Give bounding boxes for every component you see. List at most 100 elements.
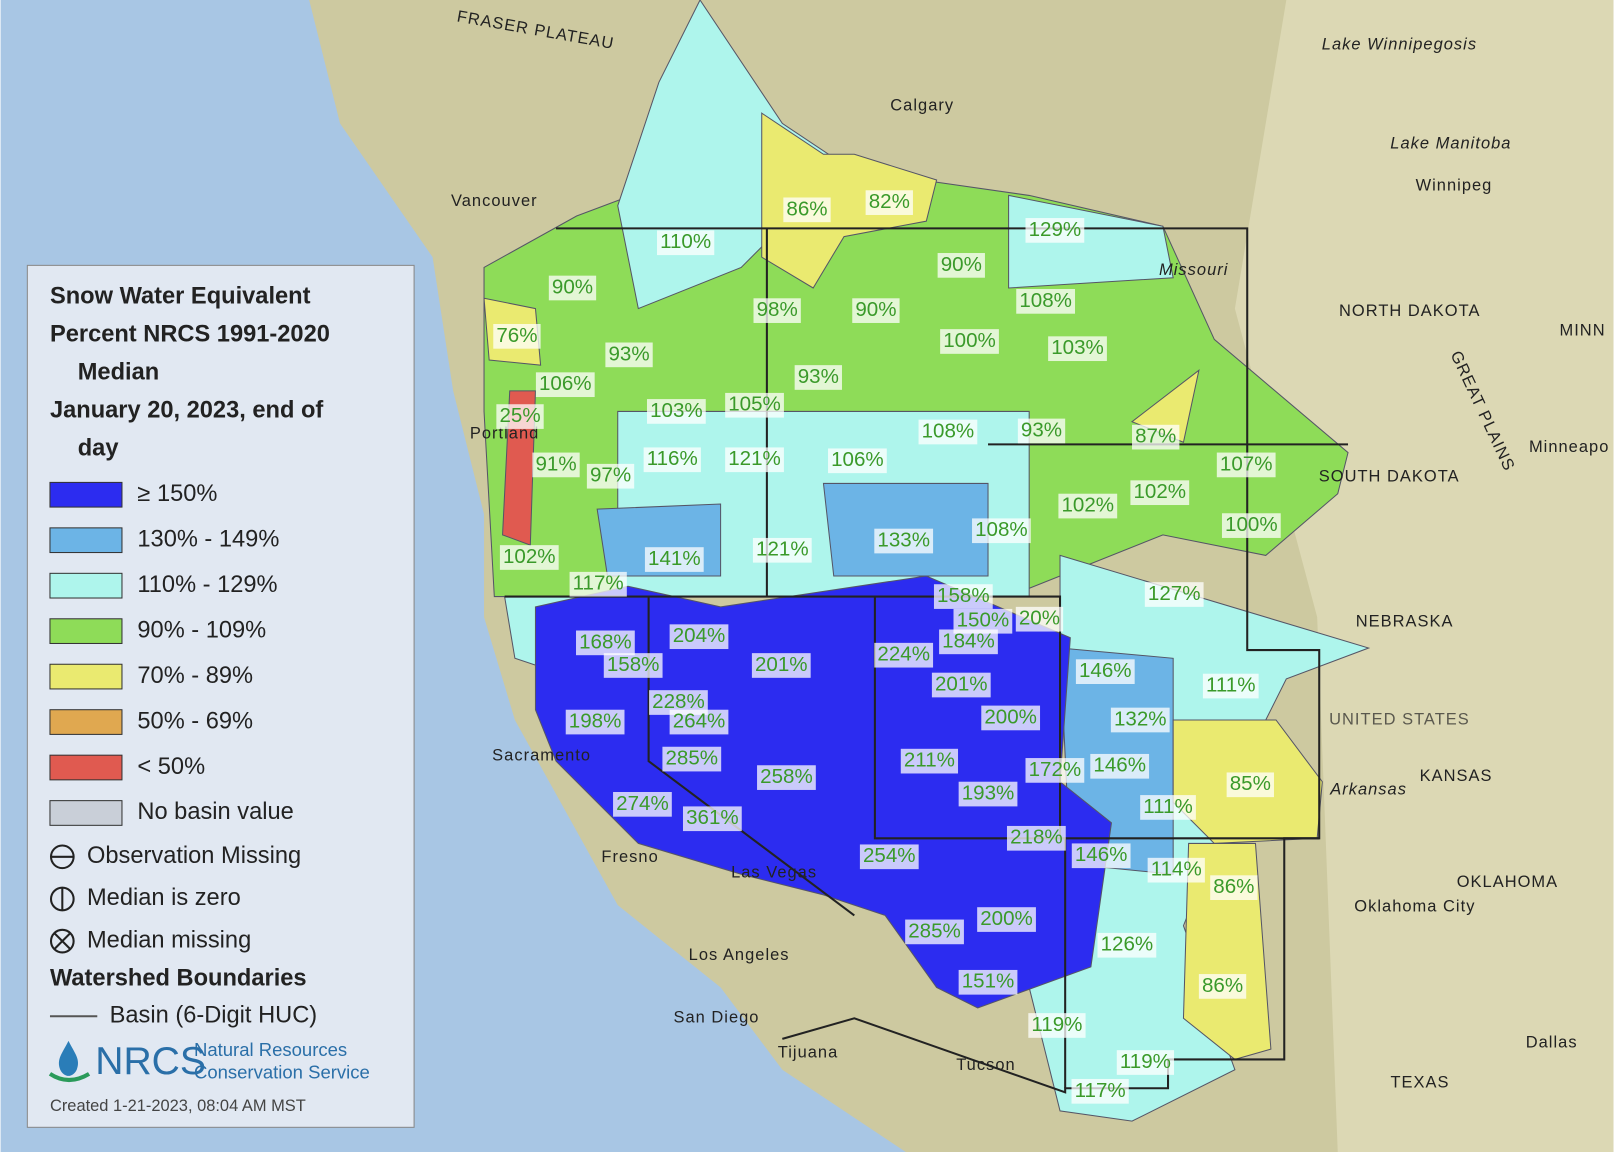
basin-label-box — [1221, 513, 1281, 538]
basin-label-box — [1130, 480, 1190, 506]
legend-title: Median — [78, 360, 159, 386]
boundary-label: Basin (6-Digit HUC) — [110, 1002, 318, 1028]
basin-label-box — [643, 447, 701, 473]
place-label: Missouri — [1159, 261, 1229, 279]
legend-label: 90% - 109% — [137, 617, 266, 643]
legend-swatch — [49, 754, 123, 781]
basin-label: 274% — [616, 792, 669, 815]
legend-swatch — [49, 527, 123, 554]
basin-label: 121% — [756, 538, 809, 561]
legend-swatch — [49, 572, 123, 599]
symbol-icon — [49, 928, 75, 954]
basin-label-box — [1140, 795, 1196, 820]
basin-label-box — [646, 399, 706, 424]
basin-label: 285% — [666, 747, 719, 770]
basin-label: 108% — [1019, 289, 1072, 312]
basin-label-box — [874, 642, 934, 668]
basin-label: 361% — [686, 806, 739, 829]
place-label: Vancouver — [451, 192, 538, 210]
basin-label: 93% — [798, 365, 839, 388]
place-label: MINN — [1559, 322, 1605, 340]
basin-label: 211% — [904, 749, 955, 772]
basin-label-box — [644, 547, 704, 572]
basin-label-box — [1116, 1050, 1175, 1075]
place-label: Los Angeles — [689, 946, 790, 964]
place-label: Minneapo — [1529, 438, 1609, 456]
place-label: TEXAS — [1391, 1073, 1450, 1091]
basin-label: 116% — [647, 447, 698, 470]
basin-label-box — [874, 528, 934, 554]
place-label: Tijuana — [778, 1044, 839, 1062]
land-east — [1234, 0, 1614, 1152]
nrcs-logo — [48, 1072, 91, 1083]
basin-label: 90% — [855, 298, 896, 321]
basin-label-box — [794, 365, 842, 390]
basin-label: 102% — [503, 545, 556, 568]
basin-label: 201% — [755, 653, 808, 676]
legend-title: January 20, 2023, end of — [50, 398, 323, 424]
basin-label: 228% — [652, 690, 705, 713]
basin-label: 184% — [942, 629, 995, 652]
place-label: Dallas — [1526, 1033, 1578, 1051]
basin-label-box — [576, 630, 635, 656]
place-label: Las Vegas — [731, 864, 817, 882]
basin-label-box — [1071, 1078, 1129, 1104]
basin-label: 285% — [908, 919, 961, 942]
place-label: SOUTH DAKOTA — [1319, 468, 1460, 486]
basin-label-box — [1071, 843, 1131, 869]
basin-label: 201% — [935, 672, 988, 695]
legend-swatch — [49, 481, 123, 508]
basin-label: 102% — [1134, 480, 1187, 503]
basin-label-box — [662, 746, 722, 772]
basin-label: 111% — [1206, 673, 1256, 696]
basin-label-box — [1144, 582, 1204, 607]
basin-label: 132% — [1114, 707, 1167, 730]
basin-label-box — [1202, 673, 1259, 699]
basin-label-box — [1015, 606, 1064, 632]
legend-label: No basin value — [137, 799, 293, 825]
basin-label: 127% — [1148, 582, 1201, 605]
legend-swatch — [49, 663, 123, 690]
basin-label-box — [753, 298, 801, 323]
basin-label: 133% — [877, 528, 930, 551]
place-label: San Diego — [673, 1009, 759, 1027]
basin-label: 158% — [937, 584, 990, 607]
place-label: NORTH DAKOTA — [1339, 302, 1480, 320]
basin-label-box — [828, 448, 887, 474]
place-label: Lake Manitoba — [1390, 134, 1511, 152]
basin-label: 117% — [1075, 1079, 1126, 1102]
basin-label: 146% — [1093, 754, 1146, 777]
basin-label-box — [1025, 218, 1085, 243]
basin-label: 108% — [922, 419, 975, 442]
place-label: UNITED STATES — [1329, 710, 1470, 728]
agency-abbr: NRCS — [95, 1040, 206, 1083]
basin-label-box — [493, 324, 541, 349]
basin-label-box — [981, 705, 1041, 731]
basin-label-box — [940, 329, 999, 354]
symbol-label: Median is zero — [87, 885, 241, 911]
basin-label: 126% — [1101, 933, 1154, 956]
basin-label-box — [496, 404, 544, 429]
basin-label: 86% — [1202, 974, 1243, 997]
basin-label-box — [752, 537, 812, 563]
basin-label: 76% — [496, 324, 537, 347]
basin-label-box — [669, 624, 729, 650]
basin-label: 91% — [535, 452, 576, 475]
basin-label-box — [1028, 1013, 1086, 1038]
basin-label-box — [865, 190, 913, 215]
legend-title: Percent NRCS 1991-2020 — [50, 322, 330, 348]
agency-name: Natural Resources — [194, 1039, 347, 1060]
basin-label: 86% — [786, 197, 827, 220]
basin-label: 204% — [673, 624, 726, 647]
basin-label-box — [751, 653, 811, 678]
basin-label-box — [905, 919, 964, 945]
basin-label: 110% — [660, 230, 711, 253]
legend-label: 50% - 69% — [137, 708, 253, 734]
basin-label: 82% — [869, 190, 910, 213]
legend-box — [26, 264, 415, 1128]
basin-label-box — [937, 253, 985, 278]
place-label: Oklahoma City — [1354, 898, 1475, 916]
boundaries-title: Watershed Boundaries — [50, 965, 307, 991]
basin-label-box — [682, 806, 742, 832]
